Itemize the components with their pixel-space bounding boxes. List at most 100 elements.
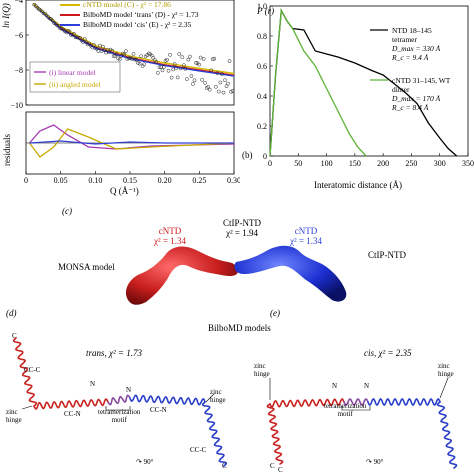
residual-line	[29, 140, 234, 145]
data-point	[172, 62, 177, 66]
center-label-chi: χ² = 1.94	[225, 228, 259, 238]
d-rotation: ↷ 90°	[136, 458, 153, 466]
data-point	[207, 87, 212, 92]
d-cc-c-top: CC-C	[24, 366, 41, 374]
y-tick-label: 0.2	[257, 122, 267, 131]
data-point	[186, 57, 191, 62]
x-tick-label: 0.05	[54, 176, 68, 185]
pr-legend-1: NTD 18–145 tetramer D_max = 330 Å R_c = …	[392, 26, 472, 62]
x-tick-label: 0.25	[192, 176, 206, 185]
blue-helix	[367, 398, 441, 406]
d-cc-n-left: CC-N	[64, 410, 81, 418]
panel-e-tag: (e)	[270, 308, 280, 318]
data-point	[93, 46, 98, 51]
data-point	[101, 44, 105, 49]
data-point	[197, 62, 201, 67]
red-helix	[33, 398, 109, 410]
data-point	[96, 49, 101, 53]
legend-entry: cNTD model (C) - χ² = 17.86	[60, 0, 240, 10]
d-cc-n-right: CC-N	[150, 406, 167, 414]
panel-b-chart: 0 0.2 0.4 0.6 0.8 1.0 0 50 100 150 200 250 300 350	[257, 2, 474, 168]
pr-y-label: P (r)	[257, 6, 275, 16]
d-cc-c-bottom: CC-C	[190, 446, 207, 454]
y-tick-label: 0.8	[257, 32, 267, 41]
data-point	[212, 56, 217, 61]
panel-d-title: trans, χ² = 1.73	[86, 348, 142, 358]
d-rotation-label: 90°	[143, 458, 154, 466]
data-point	[189, 74, 194, 78]
d-hinge-right-label: hinge	[210, 396, 226, 404]
data-point	[217, 89, 221, 94]
panel-a: −10 −8 −6 −4 (i) linear model (ii) angled mo…	[0, 0, 241, 200]
d-zinc-label: zinc	[6, 408, 18, 416]
inset-label: (i) linear model	[49, 68, 96, 77]
blue-helix	[436, 401, 458, 469]
data-point	[123, 49, 128, 53]
legend-label: BilboMD model ‘cis’ (E) - χ² = 2.35	[83, 20, 192, 29]
data-point	[178, 66, 183, 71]
cis-model-ribbon	[266, 377, 458, 469]
red-helix	[12, 337, 38, 407]
y-tick-label: −6	[14, 31, 23, 40]
x-tick-label: 300	[434, 159, 446, 168]
d-n1: N	[90, 380, 96, 388]
e-n2: N	[364, 382, 370, 390]
d-tetramerization: tetramerization motif	[98, 408, 140, 424]
data-point	[192, 78, 197, 83]
data-point	[175, 75, 180, 80]
y-tick-label: 0.6	[257, 62, 267, 71]
rotate-arrow-icon: ↷	[136, 458, 144, 466]
pr-curves	[269, 8, 458, 157]
right-cntd-name: cNTD	[294, 226, 318, 236]
data-points	[32, 2, 235, 95]
pr-legend-1-name: NTD 18–145	[392, 26, 432, 35]
legend-swatch	[60, 4, 80, 6]
data-point	[198, 55, 203, 60]
data-point	[200, 77, 204, 82]
main-plot-frame	[25, 0, 235, 106]
e-zinc-hinge-left: zinc hinge	[254, 362, 270, 378]
x-tick-label: 0.10	[88, 176, 102, 185]
e-n1: N	[332, 382, 338, 390]
d-hinge-label: hinge	[6, 416, 22, 424]
tetramer-bracket	[105, 406, 131, 411]
center-label-name: CtIP-NTD	[223, 218, 261, 228]
data-point	[122, 52, 127, 57]
d-c-top: C	[12, 332, 17, 340]
data-point	[162, 65, 166, 69]
data-point	[230, 89, 235, 93]
data-point	[215, 71, 220, 75]
data-point	[151, 56, 156, 60]
left-cntd-name: cNTD	[158, 226, 182, 236]
data-point	[157, 65, 162, 70]
panel-c-tag: (c)	[62, 206, 72, 216]
data-point	[203, 80, 208, 85]
legend-label: cNTD model (C) - χ² = 17.86	[83, 0, 171, 9]
panel-a-legend: cNTD model (C) - χ² = 17.86 BilboMD model…	[60, 0, 240, 30]
main-y-ticks: −10 −8 −6 −4	[10, 0, 29, 110]
data-point	[169, 75, 174, 80]
data-point	[223, 78, 227, 83]
bilbomd-title: BilboMD models	[208, 323, 271, 333]
pr-legend-2: cNTD 31–145, WT dimer D_max = 170 Å R_c …	[392, 76, 472, 112]
data-point	[154, 60, 159, 64]
right-cntd-label: cNTD χ² = 1.34	[286, 226, 326, 246]
d-zinc-right-label: zinc	[210, 388, 222, 396]
e-rotation-label: 90°	[373, 458, 384, 466]
x-tick-label: 350	[462, 159, 474, 168]
y-tick-label: −8	[14, 66, 23, 75]
y-tick-label: 0.4	[257, 92, 267, 101]
data-point	[131, 52, 136, 56]
panel-d-tag: (d)	[6, 308, 17, 318]
pr-legend-2-line2: dimer	[392, 85, 410, 94]
data-point	[142, 62, 146, 67]
trans-model-ribbon	[12, 337, 228, 467]
y-axis-label: ln I(Q)	[1, 3, 11, 28]
pr-axes: 0 0.2 0.4 0.6 0.8 1.0 0 50 100 150 200 250 300 350	[257, 2, 474, 168]
zinc-pointer	[205, 393, 215, 403]
data-point	[188, 54, 192, 59]
y-axis-label-text: ln I(Q)	[1, 3, 11, 28]
d-zinc-hinge: zinc hinge	[6, 408, 22, 424]
data-point	[221, 90, 226, 95]
pr-legend-lines	[370, 29, 388, 81]
